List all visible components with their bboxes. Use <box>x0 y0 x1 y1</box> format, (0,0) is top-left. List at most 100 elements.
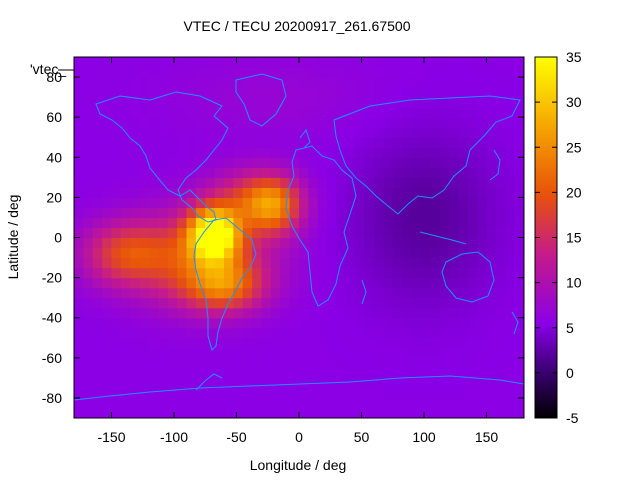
heatmap-cell <box>224 387 234 399</box>
heatmap-cell <box>149 187 159 198</box>
heatmap-cell <box>186 187 197 198</box>
heatmap-cell <box>374 377 384 389</box>
heatmap-cell <box>402 217 413 229</box>
heatmap-cell <box>111 197 122 209</box>
heatmap-cell <box>449 187 459 198</box>
heatmap-cell <box>514 157 524 168</box>
heatmap-cell <box>195 407 206 418</box>
heatmap-cell <box>505 227 516 239</box>
heatmap-cell <box>270 127 281 138</box>
heatmap-cell <box>242 127 253 138</box>
heatmap-cell <box>252 207 263 219</box>
heatmap-cell <box>270 407 281 418</box>
heatmap-cell <box>252 377 263 389</box>
heatmap-cell <box>120 407 131 418</box>
heatmap-cell <box>514 297 524 309</box>
heatmap-cell <box>477 167 488 178</box>
y-tick-label: -60 <box>42 350 62 366</box>
heatmap-cell <box>458 307 469 319</box>
heatmap-cell <box>458 377 469 389</box>
heatmap-cell <box>458 367 469 379</box>
heatmap-cell <box>233 377 244 389</box>
heatmap-cell <box>317 347 328 359</box>
heatmap-cell <box>233 277 244 289</box>
heatmap-cell <box>299 77 309 88</box>
heatmap-cell <box>252 127 263 138</box>
y-tick-label: 20 <box>46 189 62 205</box>
heatmap-cell <box>402 167 413 178</box>
heatmap-cell <box>130 247 141 259</box>
heatmap-cell <box>289 287 300 299</box>
heatmap-cell <box>92 257 103 269</box>
heatmap-cell <box>177 177 188 188</box>
heatmap-cell <box>317 117 328 128</box>
heatmap-cell <box>364 157 375 168</box>
heatmap-cell <box>111 147 122 158</box>
heatmap-cell <box>205 187 216 198</box>
coastline-asia <box>333 95 521 215</box>
heatmap-cell <box>505 147 516 158</box>
heatmap-cell <box>242 267 253 279</box>
heatmap-cell <box>345 357 356 369</box>
heatmap-cell <box>336 377 347 389</box>
heatmap-cell <box>214 307 225 319</box>
heatmap-cell <box>270 177 281 188</box>
heatmap-cell <box>374 207 384 219</box>
heatmap-cell <box>345 257 356 269</box>
heatmap-cell <box>364 167 375 178</box>
heatmap-cell <box>355 307 366 319</box>
heatmap-cell <box>439 337 450 349</box>
coastline-new-zealand <box>511 311 519 335</box>
heatmap-cell <box>449 227 459 239</box>
heatmap-cell <box>233 197 244 209</box>
heatmap-cell <box>402 87 413 98</box>
heatmap-cell <box>449 277 459 289</box>
heatmap-cell <box>92 57 103 68</box>
heatmap-cell <box>280 337 291 349</box>
heatmap-cell <box>158 197 169 209</box>
heatmap-cell <box>392 147 403 158</box>
heatmap-cell <box>139 397 150 409</box>
heatmap-cell <box>158 317 169 329</box>
heatmap-cell <box>439 287 450 299</box>
heatmap-cell <box>327 167 338 178</box>
heatmap-cell <box>214 187 225 198</box>
heatmap-cell <box>411 77 422 88</box>
heatmap-cell <box>355 377 366 389</box>
heatmap-cell <box>139 237 150 249</box>
heatmap-cell <box>383 267 394 279</box>
heatmap-cell <box>149 367 159 379</box>
heatmap-cell <box>270 357 281 369</box>
heatmap-cell <box>186 387 197 399</box>
heatmap-cell <box>495 337 506 349</box>
heatmap-cell <box>477 237 488 249</box>
heatmap-cell <box>102 317 113 329</box>
heatmap-cell <box>317 277 328 289</box>
heatmap-cell <box>486 337 497 349</box>
x-axis-ticks: -150 -100 -50 0 50 100 150 <box>97 57 498 445</box>
heatmap-cell <box>355 357 366 369</box>
heatmap-cell <box>458 317 469 329</box>
heatmap-cell <box>92 347 103 359</box>
heatmap-cell <box>130 217 141 229</box>
heatmap-cell <box>486 317 497 329</box>
heatmap-cell <box>495 357 506 369</box>
heatmap-cell <box>289 377 300 389</box>
heatmap-cell <box>486 177 497 188</box>
heatmap-cell <box>120 287 131 299</box>
heatmap-cell <box>402 277 413 289</box>
heatmap-cell <box>270 267 281 279</box>
heatmap-cell <box>195 137 206 148</box>
heatmap-cell <box>402 357 413 369</box>
heatmap-cell <box>195 347 206 359</box>
heatmap-cell <box>167 177 178 188</box>
heatmap-cell <box>327 387 338 399</box>
heatmap-cell <box>186 347 197 359</box>
heatmap-cell <box>158 397 169 409</box>
heatmap-cell <box>411 377 422 389</box>
heatmap-cell <box>252 337 263 349</box>
heatmap-cell <box>280 237 291 249</box>
heatmap-cell <box>111 397 122 409</box>
heatmap-cell <box>83 237 94 249</box>
heatmap-cell <box>224 247 234 259</box>
